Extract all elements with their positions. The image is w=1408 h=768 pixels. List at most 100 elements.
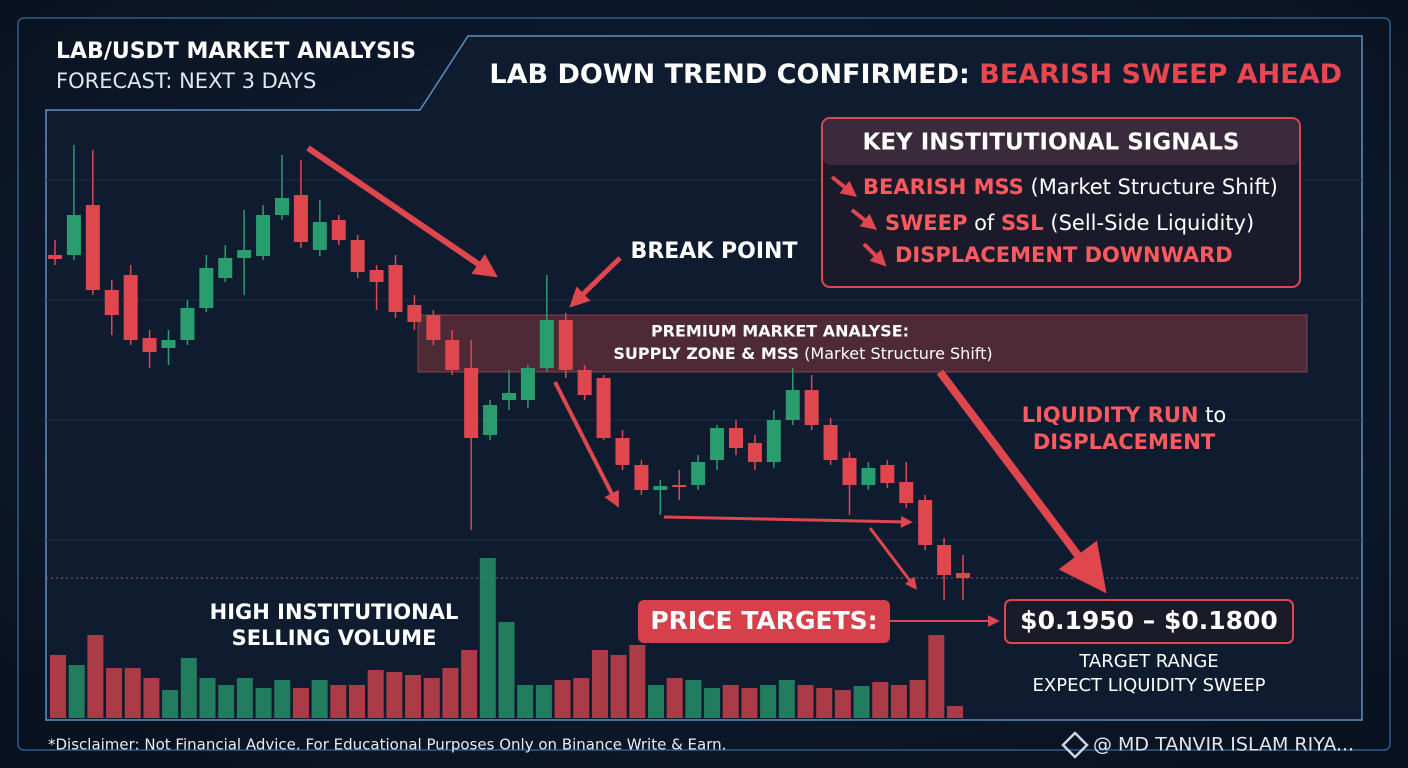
candle-body — [710, 428, 725, 460]
candle-body — [937, 545, 952, 575]
volume-bar — [778, 680, 795, 718]
volume-bar — [423, 678, 440, 718]
candle-body — [161, 340, 176, 348]
volume-bar — [255, 688, 272, 718]
volume-bar — [236, 678, 253, 718]
candle-body — [729, 428, 743, 448]
volume-bar — [50, 655, 66, 718]
volume-bar — [947, 706, 963, 718]
candle-body — [407, 305, 422, 322]
volume-bar — [274, 680, 291, 718]
candle-body — [218, 258, 233, 278]
watermark-icon — [1061, 731, 1089, 759]
headline-highlight: BEARISH SWEEP AHEAD — [979, 59, 1342, 90]
candle-body — [293, 195, 308, 242]
volume-bar — [498, 622, 515, 718]
volume-bar — [629, 645, 646, 718]
zone-label: SUPPLY ZONE & MSS (Market Structure Shif… — [613, 344, 992, 363]
candle-body — [880, 465, 895, 483]
candle-body — [804, 390, 819, 425]
volume-bar — [162, 690, 179, 718]
zone-title: SUPPLY ZONE & MSS — [613, 344, 799, 363]
volume-bar — [180, 658, 197, 718]
candle-body — [785, 390, 800, 420]
header-subtitle: FORECAST: NEXT 3 DAYS — [56, 69, 316, 93]
signals-header — [823, 119, 1299, 165]
run-label: LIQUIDITY RUN to — [1022, 403, 1227, 427]
candle-body — [596, 378, 611, 438]
bullet-arrow — [850, 208, 877, 230]
candle-body — [615, 438, 630, 465]
volume-bar — [218, 685, 235, 718]
target-note: EXPECT LIQUIDITY SWEEP — [1033, 675, 1266, 696]
volume-bar — [722, 685, 739, 718]
targets-label: PRICE TARGETS: — [650, 606, 877, 635]
trend-arrow — [306, 145, 498, 278]
volume-bar — [573, 678, 590, 718]
target-range: $0.1950 – $0.1800 — [1020, 606, 1278, 635]
run-key: LIQUIDITY RUN — [1022, 403, 1199, 427]
candle-body — [464, 368, 479, 438]
candle-body — [691, 462, 706, 485]
candle-body — [483, 405, 498, 435]
grid — [46, 179, 1362, 541]
candle-body — [577, 370, 592, 395]
move-arrow — [663, 515, 913, 528]
zone-label: PREMIUM MARKET ANALYSE: — [651, 322, 909, 341]
candle-body — [275, 198, 289, 215]
volume-bar — [797, 685, 814, 718]
candle-body — [180, 308, 195, 340]
volume-bar — [386, 672, 403, 718]
candle-body — [199, 268, 214, 308]
signal-note: (Sell-Side Liquidity) — [1050, 211, 1254, 235]
candle-body — [956, 573, 970, 578]
volume-bar — [760, 685, 777, 718]
move-arrow — [868, 527, 917, 590]
candle-body — [766, 420, 781, 462]
candle-body — [842, 458, 857, 485]
volume-bar — [816, 688, 833, 718]
candle-body — [142, 338, 157, 352]
volume-bar — [666, 678, 683, 718]
target-note: TARGET RANGE — [1078, 651, 1218, 672]
volume-bar — [330, 685, 347, 718]
volume-bar — [591, 650, 608, 718]
run-to: to — [1205, 403, 1226, 427]
candle-body — [861, 468, 876, 485]
run-label: DISPLACEMENT — [1033, 430, 1216, 454]
candle-body — [502, 393, 516, 400]
liquidity-arrow — [936, 369, 1107, 594]
volume-bar — [143, 678, 160, 718]
candle-body — [104, 290, 119, 315]
candle-body — [256, 215, 271, 256]
candle-body — [558, 320, 573, 370]
targets-pill — [638, 600, 890, 643]
volume-bar — [909, 680, 926, 718]
signal-item: SWEEP of SSL (Sell-Side Liquidity) — [885, 211, 1254, 235]
candle-body — [350, 240, 365, 272]
volume-bar — [685, 680, 702, 718]
volume-bar — [311, 680, 328, 718]
target-range-box — [1004, 599, 1294, 644]
volume-label: HIGH INSTITUTIONAL — [210, 600, 459, 624]
volume-bar — [68, 665, 85, 718]
volume-bar — [479, 558, 496, 718]
bullet-arrow — [830, 175, 857, 197]
signal-item: DISPLACEMENT DOWNWARD — [895, 243, 1233, 267]
volume-bar — [349, 685, 365, 718]
outer-frame — [17, 17, 1391, 751]
volume-bar — [442, 668, 459, 718]
candle-body — [388, 265, 403, 312]
volume-bar — [517, 685, 534, 718]
candles — [48, 145, 970, 718]
volume-label: SELLING VOLUME — [232, 626, 437, 650]
candle-body — [539, 320, 554, 368]
signal-key: BEARISH MSS — [863, 175, 1024, 199]
bullet-arrow — [862, 242, 887, 267]
zone-note: (Market Structure Shift) — [804, 344, 992, 363]
signal-item: BEARISH MSS (Market Structure Shift) — [863, 175, 1278, 199]
volume-bar — [199, 678, 216, 718]
candle-body — [918, 500, 933, 545]
